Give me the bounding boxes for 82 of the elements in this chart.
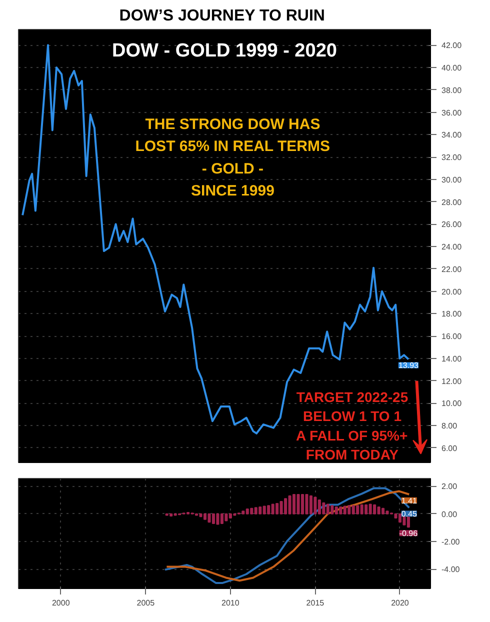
y-tick-label: 22.00 [442, 264, 462, 274]
bar [170, 513, 173, 516]
bar [280, 500, 283, 514]
y-tick-label: 40.00 [442, 64, 462, 73]
y-tick-label: 20.00 [442, 287, 462, 296]
bar [343, 506, 346, 514]
y-tick-label: 8.00 [442, 422, 458, 431]
y-tick-label: 12.00 [442, 376, 462, 386]
bar [203, 513, 207, 520]
y-tick-label: 0.00 [442, 510, 458, 519]
bar [364, 504, 368, 514]
bar [368, 504, 372, 514]
bar [356, 505, 360, 514]
bar [309, 495, 312, 514]
bar [296, 494, 300, 514]
bar [322, 502, 326, 514]
data-label: -0.96 [399, 529, 418, 538]
y-tick-label: 34.00 [442, 130, 462, 140]
y-tick-label: 42.00 [442, 41, 462, 50]
y-tick-label: 14.00 [442, 354, 462, 364]
y-tick-label: 26.00 [442, 220, 462, 230]
bar [352, 505, 355, 514]
bar [334, 506, 338, 514]
bar [394, 513, 398, 519]
chart-title: DOW’S JOURNEY TO RUIN [119, 8, 325, 24]
bar [262, 506, 266, 514]
x-tick-label: 2000 [52, 598, 70, 608]
bar [373, 504, 376, 514]
y-tick-label: 38.00 [442, 86, 462, 95]
bar [208, 513, 211, 523]
bar [339, 506, 342, 514]
bar [348, 505, 351, 514]
y-tick-label: 28.00 [442, 198, 462, 207]
bar [267, 505, 270, 514]
y-tick-label: 24.00 [442, 242, 462, 252]
y-tick-label: 30.00 [442, 175, 462, 184]
bar [386, 510, 389, 514]
bar [220, 513, 224, 524]
annotation: TARGET 2022-25 BELOW 1 TO 1 A FALL OF 95%+ FROM TODAY [296, 388, 408, 462]
bar [398, 513, 402, 523]
x-tick-label: 2010 [222, 598, 240, 608]
bar [250, 508, 254, 514]
y-tick-label: 18.00 [442, 310, 462, 319]
bar [276, 503, 279, 514]
bar [292, 494, 296, 514]
text: DOW - GOLD 1999 - 2020 [112, 40, 337, 62]
bar [242, 510, 245, 514]
bar [284, 498, 288, 514]
bar [199, 513, 202, 518]
data-label: 1.41 [401, 496, 418, 506]
bar [254, 507, 258, 514]
annotation: THE STRONG DOW HAS LOST 65% IN REAL TERMS - GOLD - SINCE 1999 [135, 116, 330, 200]
bar [305, 494, 308, 514]
bar [216, 513, 220, 525]
bar [288, 495, 292, 514]
bar [228, 513, 232, 519]
x-tick-label: 2020 [391, 598, 410, 608]
x-tick-label: 2005 [136, 598, 156, 608]
bar [224, 513, 228, 522]
y-tick-label: 36.00 [442, 108, 462, 118]
bar [330, 505, 334, 514]
y-tick-label: 16.00 [442, 332, 462, 342]
bar [314, 496, 317, 514]
y-tick-label: 6.00 [442, 444, 458, 453]
y-tick-label: 10.00 [442, 399, 462, 408]
bar [318, 500, 321, 514]
bar [382, 508, 385, 514]
bar [377, 506, 380, 514]
bar [300, 494, 304, 514]
bar [212, 513, 215, 524]
y-tick-label: 2.00 [442, 482, 458, 492]
bar [271, 504, 274, 514]
y-tick-label: -2.00 [442, 538, 460, 547]
bar [326, 504, 330, 514]
bar [360, 504, 364, 514]
y-tick-label: -4.00 [442, 565, 460, 574]
y-tick-label: 32.00 [442, 153, 462, 162]
bar [258, 506, 262, 514]
bar [246, 508, 249, 514]
x-tick-label: 2015 [306, 598, 325, 608]
data-label: 13.93 [398, 361, 420, 370]
data-label: 0.45 [401, 510, 418, 519]
